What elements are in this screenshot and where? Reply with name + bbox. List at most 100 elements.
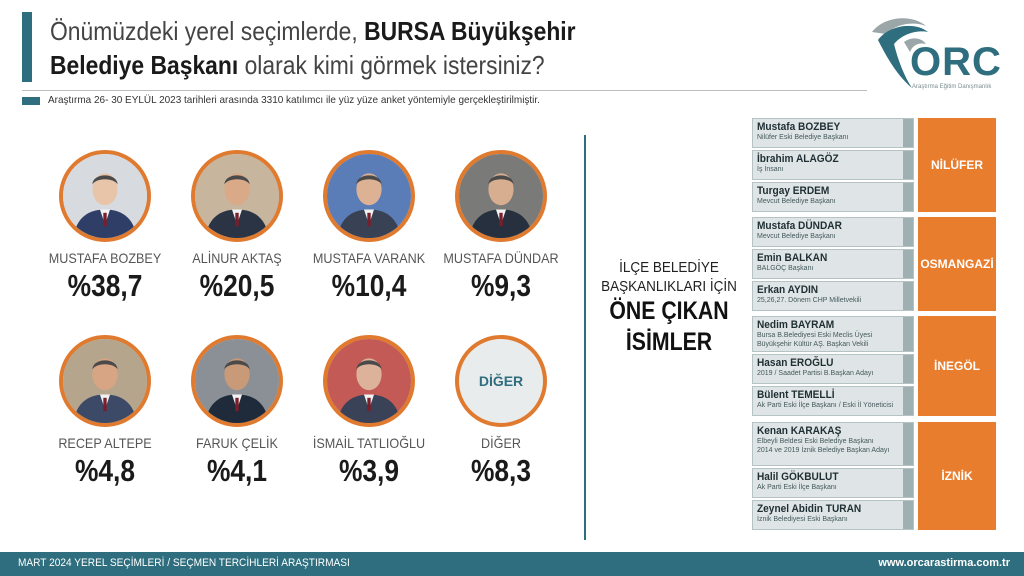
district-heading-line4: İSİMLER	[625, 328, 713, 356]
candidate-photo	[59, 150, 151, 242]
candidate-name: RECEP ALTEPE	[58, 435, 152, 451]
district-candidate-description: 25,26,27. Dönem CHP Milletvekili	[757, 297, 862, 304]
candidate-name: MUSTAFA VARANK	[312, 250, 426, 266]
district-candidate-description: Büyükşehir Kültür AŞ. Başkan Vekili	[757, 341, 869, 348]
candidate-percentage: %8,3	[470, 453, 532, 488]
orc-logo-icon	[872, 18, 928, 88]
logo-tagline: Araştırma Eğitim Danışmanlık	[912, 84, 992, 90]
district-candidate-description: Ak Parti Eski İlçe Başkanı / Eski İl Yön…	[757, 402, 894, 409]
candidate-percentage: %4,1	[206, 453, 268, 488]
row-edge-shade	[903, 119, 913, 147]
page-title: Önümüzdeki yerel seçimlerde, BURSA Büyük…	[50, 14, 719, 82]
district-candidate-name: Bülent TEMELLİ	[757, 389, 835, 401]
candidate-card: MUSTAFA DÜNDAR %9,3	[436, 150, 566, 304]
subtitle-marker	[22, 97, 40, 105]
row-edge-shade	[903, 218, 913, 246]
candidate-photo	[455, 150, 547, 242]
row-edge-shade	[903, 151, 913, 179]
district-candidate-row: Zeynel Abidin TURAN İznik Belediyesi Eski…	[752, 500, 914, 530]
candidate-percentage: %10,4	[331, 268, 407, 303]
person-silhouette-icon	[195, 154, 279, 238]
person-silhouette-icon	[327, 339, 411, 423]
district-candidate-description: İş İnsanı	[757, 166, 784, 173]
candidate-card: MUSTAFA VARANK %10,4	[304, 150, 434, 304]
candidate-percentage: %38,7	[67, 268, 143, 303]
candidate-photo	[191, 335, 283, 427]
survey-subtitle: Araştırma 26- 30 EYLÜL 2023 tarihleri ar…	[48, 94, 540, 106]
district-heading: İLÇE BELEDİYE BAŞKANLIKLARI İÇİN ÖNE ÇIK…	[586, 258, 752, 358]
district-candidate-description: 2014 ve 2019 İznik Belediye Başkan Adayı	[757, 447, 890, 454]
row-edge-shade	[903, 423, 913, 465]
district-candidate-name: Mustafa BOZBEY	[757, 121, 841, 133]
section-divider	[584, 135, 586, 540]
other-badge: DİĞER	[455, 335, 547, 427]
district-candidate-row: İbrahim ALAGÖZ İş İnsanı	[752, 150, 914, 180]
candidate-name: MUSTAFA BOZBEY	[48, 250, 162, 266]
district-name-label: NİLÜFER	[918, 118, 996, 212]
district-candidate-row: Emin BALKAN BALGÖÇ Başkanı	[752, 249, 914, 279]
row-edge-shade	[903, 317, 913, 351]
district-candidate-row: Nedim BAYRAM Bursa B.Belediyesi Eski Mecl…	[752, 316, 914, 352]
row-edge-shade	[903, 469, 913, 497]
candidate-percentage: %20,5	[199, 268, 275, 303]
district-candidate-description: Nilüfer Eski Belediye Başkanı	[757, 134, 849, 141]
district-candidate-row: Turgay ERDEM Mevcut Belediye Başkanı	[752, 182, 914, 212]
district-candidate-row: Mustafa BOZBEY Nilüfer Eski Belediye Başk…	[752, 118, 914, 148]
candidate-card: DİĞER DİĞER %8,3	[436, 335, 566, 489]
district-candidate-name: Emin BALKAN	[757, 252, 828, 264]
district-candidate-description: Ak Parti Eski İlçe Başkanı	[757, 484, 837, 491]
district-candidate-name: Nedim BAYRAM	[757, 319, 835, 331]
district-heading-line2: BAŞKANLIKLARI İÇİN	[601, 278, 737, 295]
logo-wordmark: ORC	[910, 40, 1002, 84]
row-edge-shade	[903, 387, 913, 415]
person-silhouette-icon	[63, 154, 147, 238]
candidate-name: İSMAİL TATLIOĞLU	[312, 435, 426, 451]
district-candidate-row: Halil GÖKBULUT Ak Parti Eski İlçe Başkanı	[752, 468, 914, 498]
district-candidate-description: Mevcut Belediye Başkanı	[757, 198, 836, 205]
title-accent-bar	[22, 12, 32, 82]
title-part2: olarak kimi görmek istersiniz?	[238, 50, 545, 80]
district-candidate-description: BALGÖÇ Başkanı	[757, 265, 814, 272]
district-heading-line3: ÖNE ÇIKAN	[609, 297, 729, 325]
district-name-label: İNEGÖL	[918, 316, 996, 416]
footer-campaign-label: MART 2024 YEREL SEÇİMLERİ / SEÇMEN TERCİ…	[18, 557, 350, 569]
district-candidate-name: Mustafa DÜNDAR	[757, 220, 842, 232]
district-candidate-name: Turgay ERDEM	[757, 185, 830, 197]
candidate-photo	[59, 335, 151, 427]
district-candidate-description: 2019 / Saadet Partisi B.Başkan Adayı	[757, 370, 874, 377]
candidate-photo	[191, 150, 283, 242]
district-candidate-description: Bursa B.Belediyesi Eski Meclis Üyesi	[757, 332, 873, 339]
title-bold-office: Belediye Başkanı	[50, 50, 239, 80]
district-candidate-name: Zeynel Abidin TURAN	[757, 503, 862, 515]
district-candidate-row: Mustafa DÜNDAR Mevcut Belediye Başkanı	[752, 217, 914, 247]
district-candidate-description: İznik Belediyesi Eski Başkanı	[757, 516, 848, 523]
candidate-photo	[323, 150, 415, 242]
title-part1: Önümüzdeki yerel seçimlerde,	[50, 16, 365, 46]
candidate-name: MUSTAFA DÜNDAR	[443, 250, 559, 266]
footer-website-link[interactable]: www.orcarastirma.com.tr	[878, 557, 1010, 569]
candidate-percentage: %9,3	[470, 268, 532, 303]
candidate-card: ALİNUR AKTAŞ %20,5	[172, 150, 302, 304]
candidate-card: RECEP ALTEPE %4,8	[40, 335, 170, 489]
district-candidate-row: Erkan AYDIN 25,26,27. Dönem CHP Milletvek…	[752, 281, 914, 311]
row-edge-shade	[903, 501, 913, 529]
candidate-photo	[323, 335, 415, 427]
candidate-percentage: %4,8	[74, 453, 136, 488]
district-name-label: OSMANGAZİ	[918, 217, 996, 311]
row-edge-shade	[903, 183, 913, 211]
person-silhouette-icon	[195, 339, 279, 423]
district-block: Kenan KARAKAŞ Elbeyli Beldesi Eski Beledi…	[752, 422, 996, 530]
district-candidate-description: Mevcut Belediye Başkanı	[757, 233, 836, 240]
district-candidate-row: Kenan KARAKAŞ Elbeyli Beldesi Eski Beledi…	[752, 422, 914, 466]
district-candidate-name: Erkan AYDIN	[757, 284, 819, 296]
candidate-card: MUSTAFA BOZBEY %38,7	[40, 150, 170, 304]
footer-bar: MART 2024 YEREL SEÇİMLERİ / SEÇMEN TERCİ…	[0, 552, 1024, 576]
candidate-percentage: %3,9	[338, 453, 400, 488]
candidate-name: FARUK ÇELİK	[196, 435, 278, 451]
row-edge-shade	[903, 250, 913, 278]
district-candidate-description: Elbeyli Beldesi Eski Belediye Başkanı	[757, 438, 874, 445]
district-candidate-row: Bülent TEMELLİ Ak Parti Eski İlçe Başkanı…	[752, 386, 914, 416]
candidate-card: İSMAİL TATLIOĞLU %3,9	[304, 335, 434, 489]
district-candidate-name: Halil GÖKBULUT	[757, 471, 839, 483]
person-silhouette-icon	[63, 339, 147, 423]
